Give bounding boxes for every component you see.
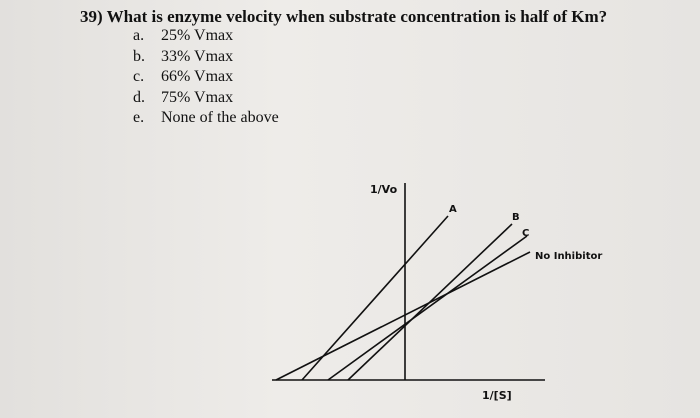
option: e. None of the above bbox=[133, 109, 279, 127]
option: b. 33% Vmax bbox=[133, 48, 233, 66]
option-letter: d. bbox=[133, 88, 145, 106]
line-label: A bbox=[449, 204, 457, 215]
question-text: What is enzyme velocity when substrate c… bbox=[106, 7, 608, 26]
no-inhibitor-label: No Inhibitor bbox=[535, 251, 602, 262]
option: a. 25% Vmax bbox=[133, 27, 233, 45]
line-label: B bbox=[512, 212, 520, 223]
y-axis-label: 1/Vo bbox=[370, 183, 398, 196]
option-text: 66% Vmax bbox=[161, 68, 234, 85]
option-text: None of the above bbox=[161, 109, 279, 126]
option: c. 66% Vmax bbox=[133, 68, 233, 86]
line-no-inhibitor bbox=[275, 251, 531, 381]
option-text: 75% Vmax bbox=[161, 88, 234, 106]
option-letter: e. bbox=[133, 109, 145, 126]
line-c bbox=[327, 235, 528, 381]
line-a bbox=[301, 215, 449, 381]
x-axis-label: 1/[S] bbox=[482, 389, 512, 402]
option-text: 33% Vmax bbox=[161, 47, 234, 65]
option-letter: b. bbox=[133, 47, 145, 65]
option-letter: a. bbox=[133, 27, 145, 44]
question: 39) What is enzyme velocity when substra… bbox=[80, 7, 607, 27]
question-number: 39) bbox=[80, 7, 103, 26]
option: d. 75% Vmax bbox=[133, 89, 233, 107]
option-letter: c. bbox=[133, 68, 145, 85]
line-label: C bbox=[522, 228, 529, 239]
option-text: 25% Vmax bbox=[161, 27, 234, 44]
